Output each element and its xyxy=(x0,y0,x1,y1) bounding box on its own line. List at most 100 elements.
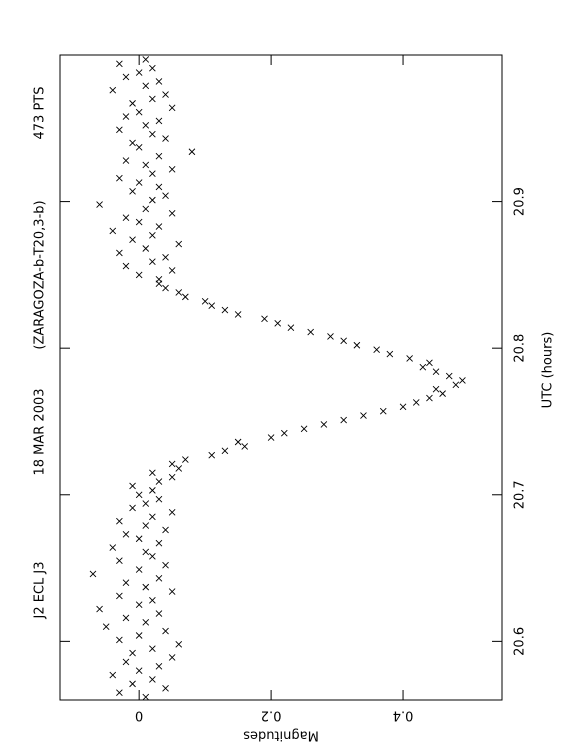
x-tick-label: 20.8 xyxy=(513,334,528,363)
chart-title: J2 ECL J3 xyxy=(33,561,48,619)
data-point xyxy=(379,407,387,415)
data-point xyxy=(221,306,229,314)
data-point xyxy=(149,64,156,72)
data-point xyxy=(155,575,163,582)
data-point xyxy=(168,166,176,173)
data-point xyxy=(426,359,433,367)
data-point xyxy=(116,636,123,644)
data-point xyxy=(168,267,176,274)
data-point xyxy=(155,78,163,85)
data-point xyxy=(135,601,143,609)
data-point xyxy=(162,627,169,635)
data-point xyxy=(327,333,334,340)
data-point xyxy=(412,399,420,406)
data-point xyxy=(162,192,169,200)
data-point xyxy=(155,539,163,547)
data-point xyxy=(175,640,183,648)
data-point xyxy=(261,315,268,323)
data-point xyxy=(432,385,440,393)
data-point xyxy=(89,570,97,578)
data-point xyxy=(155,152,163,160)
data-point xyxy=(135,69,143,76)
data-point xyxy=(426,394,433,402)
data-point xyxy=(142,245,150,252)
data-point xyxy=(280,429,288,437)
data-point xyxy=(149,469,156,477)
data-point xyxy=(149,487,156,494)
data-point xyxy=(142,693,150,701)
annotation: 473 PTS xyxy=(33,87,48,140)
data-point xyxy=(168,209,176,217)
data-point xyxy=(300,425,308,433)
data-point xyxy=(149,196,156,204)
data-point xyxy=(267,434,275,441)
data-point xyxy=(102,623,110,631)
y-tick-label: 0.4 xyxy=(393,708,414,723)
data-point xyxy=(129,649,136,657)
data-point xyxy=(162,91,169,98)
data-point xyxy=(175,289,183,296)
data-point xyxy=(149,596,156,604)
data-point xyxy=(162,284,169,292)
data-point xyxy=(142,500,150,507)
data-point xyxy=(162,526,169,534)
data-point xyxy=(168,473,176,481)
data-point xyxy=(373,346,380,353)
data-point xyxy=(122,614,130,622)
data-point xyxy=(116,60,123,68)
data-point xyxy=(452,381,460,389)
x-axis-title: UTC (hours) xyxy=(541,332,556,409)
data-point xyxy=(142,205,150,213)
data-point xyxy=(109,544,117,551)
data-point xyxy=(419,363,427,371)
chart-subtitle: 18 MAR 2003 xyxy=(33,388,48,475)
data-point xyxy=(129,139,136,147)
data-point xyxy=(122,113,130,120)
data-point xyxy=(116,126,123,134)
data-point xyxy=(142,618,150,626)
plot: J2 ECL J3 18 MAR 2003 (ZARAGOZA-b-T20,3-… xyxy=(33,54,556,743)
data-point xyxy=(116,517,123,525)
data-point xyxy=(208,302,216,309)
data-point xyxy=(135,144,143,151)
plot-frame xyxy=(59,54,503,701)
data-point xyxy=(122,73,130,81)
data-point xyxy=(168,654,176,661)
data-point xyxy=(135,218,143,226)
data-point xyxy=(459,377,466,384)
data-point xyxy=(162,253,169,261)
data-point xyxy=(149,645,156,653)
data-point xyxy=(274,319,282,327)
data-point xyxy=(142,56,150,63)
data-point xyxy=(432,368,440,375)
x-tick-label: 20.7 xyxy=(513,480,528,509)
data-point xyxy=(149,231,156,239)
data-point xyxy=(406,355,413,362)
data-point xyxy=(340,416,347,424)
y-axis-title: Magnitudes xyxy=(243,728,319,743)
x-tick-label: 20.9 xyxy=(513,187,528,216)
data-point xyxy=(287,324,295,331)
data-point xyxy=(142,122,150,129)
data-point xyxy=(149,553,156,560)
data-point xyxy=(182,456,189,463)
x-tick-label: 20.6 xyxy=(513,627,528,656)
data-point xyxy=(155,478,163,485)
data-point xyxy=(129,504,136,512)
data-point xyxy=(135,108,143,116)
data-point xyxy=(116,174,123,182)
data-point xyxy=(439,390,446,397)
y-tick-label: 0 xyxy=(135,708,143,723)
data-point xyxy=(116,557,123,565)
data-point xyxy=(149,95,156,103)
data-point xyxy=(135,271,143,279)
data-point xyxy=(241,443,249,450)
data-point xyxy=(386,350,394,358)
data-point xyxy=(135,535,143,543)
data-point xyxy=(135,179,143,186)
data-point xyxy=(142,583,150,591)
data-point xyxy=(129,188,136,195)
data-point xyxy=(445,372,453,380)
data-point xyxy=(116,592,123,600)
